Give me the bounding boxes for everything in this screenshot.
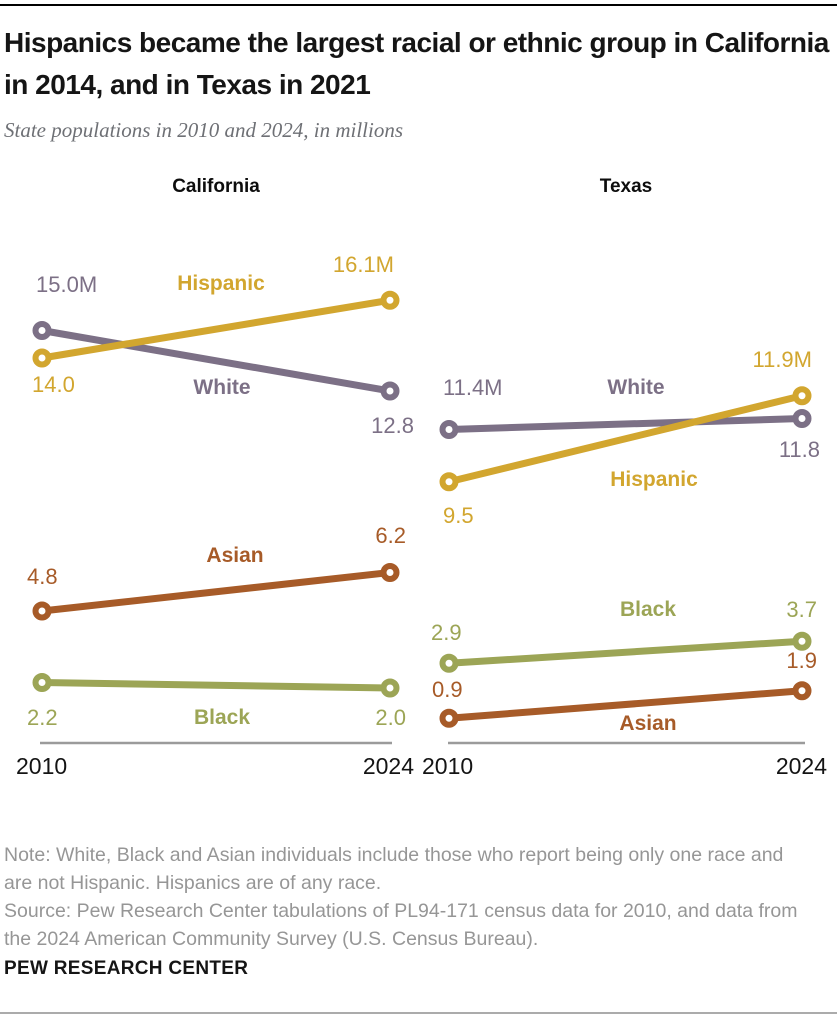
value-label-ca-asian-2010: 4.8 — [27, 564, 58, 589]
chart-title-texas: Texas — [599, 176, 653, 197]
value-label-tx-black-2024: 3.7 — [786, 597, 817, 622]
value-label-tx-white-2024: 11.8 — [778, 437, 820, 462]
series-label-ca-black: Black — [193, 706, 251, 729]
axis-label-tx-2024: 2024 — [775, 753, 827, 779]
value-label-tx-white-2010: 11.4M — [443, 375, 503, 400]
top-rule — [0, 4, 837, 6]
page-subtitle: State populations in 2010 and 2024, in m… — [4, 118, 404, 142]
pew-research-center-wordmark: PEW RESEARCH CENTER — [4, 958, 249, 979]
value-label-tx-asian-2024: 1.9 — [786, 648, 817, 673]
axis-label-tx-2010: 2010 — [422, 753, 474, 779]
value-label-tx-asian-2010: 0.9 — [432, 677, 463, 702]
page-title: Hispanics became the largest racial or e… — [4, 27, 829, 100]
value-label-ca-asian-2024: 6.2 — [375, 523, 406, 548]
axis-label-ca-2024: 2024 — [362, 753, 414, 779]
source-text-line2: the 2024 American Community Survey (U.S.… — [4, 928, 539, 950]
value-label-ca-black-2010: 2.2 — [27, 705, 58, 730]
value-label-ca-hispanic-2010: 14.0 — [32, 372, 75, 397]
value-label-ca-white-2010: 15.0M — [36, 272, 98, 297]
series-label-tx-asian: Asian — [619, 712, 677, 735]
source-text-line1: Source: Pew Research Center tabulations … — [4, 900, 798, 922]
value-label-tx-black-2010: 2.9 — [431, 620, 462, 645]
series-label-tx-hispanic: Hispanic — [610, 468, 698, 491]
value-label-ca-white-2024: 12.8 — [371, 413, 414, 438]
note-text-line1: Note: White, Black and Asian individuals… — [4, 844, 784, 866]
value-label-ca-black-2024: 2.0 — [375, 705, 406, 730]
series-label-ca-hispanic: Hispanic — [177, 272, 265, 295]
bottom-rule — [0, 1012, 837, 1014]
axis-label-ca-2010: 2010 — [16, 753, 68, 779]
series-label-tx-black: Black — [619, 598, 677, 621]
series-label-ca-white: White — [193, 376, 251, 399]
note-text-line2: are not Hispanic. Hispanics are of any r… — [4, 872, 382, 894]
series-label-ca-asian: Asian — [206, 544, 264, 567]
value-label-tx-hispanic-2024: 11.9M — [752, 347, 812, 372]
chart-title-california: California — [172, 176, 260, 197]
value-label-tx-hispanic-2010: 9.5 — [443, 503, 474, 528]
series-label-tx-white: White — [607, 376, 665, 399]
value-label-ca-hispanic-2024: 16.1M — [332, 252, 394, 277]
